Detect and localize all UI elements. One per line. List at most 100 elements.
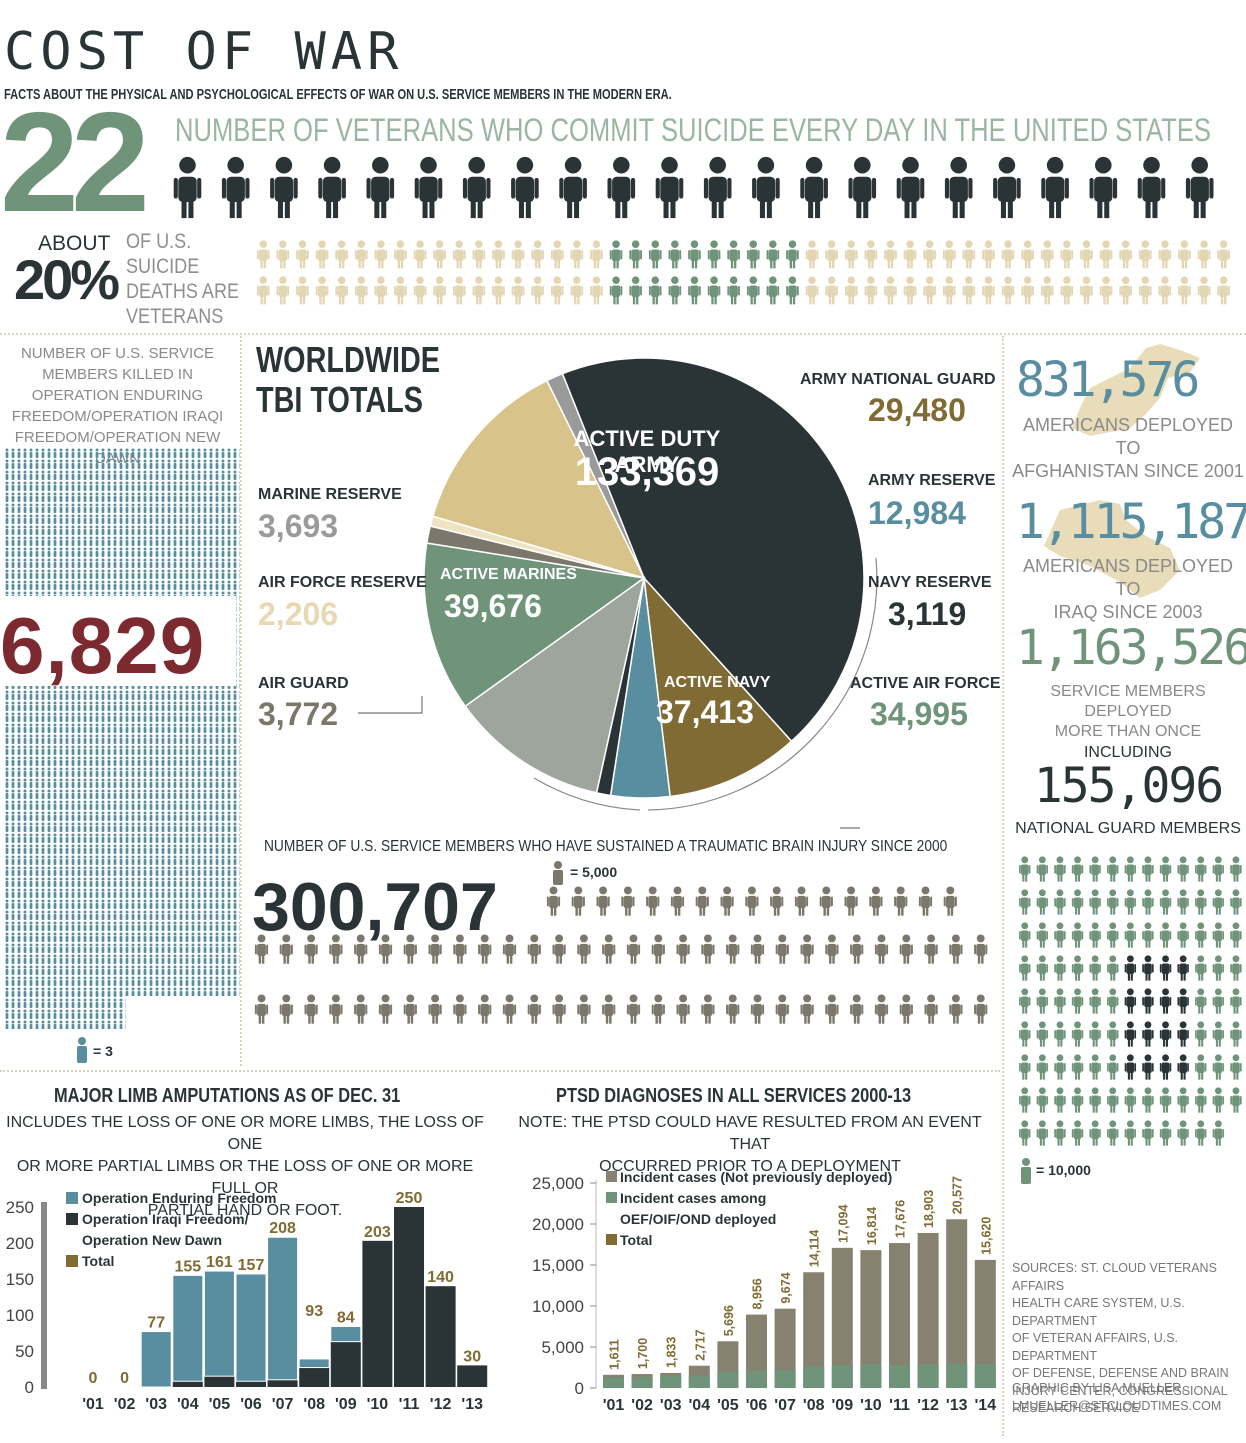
y-tick-label: 100 — [6, 1306, 34, 1325]
bar-total-label: 140 — [427, 1269, 454, 1286]
suicide-person-icon — [1137, 156, 1166, 219]
tbi-person-icon — [378, 994, 393, 1024]
killed-total-backdrop — [0, 596, 236, 686]
suicide-desc-2: SUICIDE — [126, 255, 200, 278]
deployed-person-icon — [1230, 922, 1242, 948]
pie-slice — [431, 379, 646, 580]
amputation-note: INCLUDES THE LOSS OF ONE OR MORE LIMBS, … — [6, 1114, 484, 1219]
bar-oif — [362, 1240, 393, 1387]
deployed-person-icon — [1019, 889, 1031, 915]
deployed-person-icon — [1230, 889, 1242, 915]
veteran-person-icon — [374, 240, 388, 269]
deployed-person-icon — [1054, 1054, 1066, 1080]
veteran-person-icon — [746, 276, 760, 305]
deployed-person-icon — [1054, 1087, 1066, 1113]
x-tick-label: '14 — [974, 1397, 996, 1414]
suicide-number: 22 — [0, 83, 150, 242]
deployed-person-icon — [1107, 922, 1119, 948]
veteran-person-icon — [335, 276, 348, 305]
x-tick-label: '13 — [461, 1396, 483, 1413]
bar-total-label: 203 — [364, 1224, 391, 1241]
deployed-person-icon — [1071, 1021, 1084, 1047]
veteran-person-icon — [805, 276, 819, 305]
veteran-person-icon — [1178, 276, 1191, 305]
x-tick-label: '05 — [209, 1396, 231, 1413]
deployed-person-icon — [1142, 922, 1154, 948]
veteran-person-icon — [1138, 240, 1152, 269]
deployed-person-icon — [1124, 1087, 1137, 1113]
y-tick-label: 20,000 — [532, 1215, 584, 1234]
veteran-person-icon — [942, 276, 956, 305]
veteran-person-icon — [511, 240, 525, 269]
y-tick-label: 15,000 — [532, 1256, 584, 1275]
tbi-person-icon — [602, 994, 616, 1024]
tbi-person-icon — [304, 934, 318, 964]
deployed-person-icon — [1124, 1120, 1137, 1146]
pie-value-areserve: 12,984 — [868, 495, 966, 531]
bar-total-label: 9,674 — [779, 1272, 793, 1303]
tbi-person-icon — [254, 994, 269, 1024]
veteran-person-icon — [256, 276, 270, 305]
veteran-person-icon — [688, 240, 701, 269]
deployed-person-icon — [1036, 988, 1049, 1014]
deployed-person-icon — [1212, 1021, 1225, 1047]
bar-total-label: 18,903 — [922, 1190, 936, 1228]
including-label: INCLUDING — [1083, 744, 1172, 761]
tbi-person-icon — [924, 934, 938, 964]
suicide-person-icon — [607, 156, 636, 219]
bar-oef — [330, 1326, 362, 1343]
tbi-person-icon — [502, 934, 517, 964]
bar-deployed — [717, 1371, 739, 1388]
suicide-person-icon — [318, 156, 346, 219]
suicide-person-icon — [366, 156, 395, 219]
iraq-deployed-label: AMERICANS DEPLOYED TO IRAQ SINCE 2003 — [1022, 556, 1234, 622]
veteran-person-icon — [1119, 240, 1132, 269]
credit: GRAPHIC BY LISA MUELLER, LMUELLER@STCLOU… — [1012, 1381, 1222, 1413]
x-tick-label: '11 — [399, 1396, 420, 1413]
tbi-person-icon — [775, 994, 789, 1024]
bar-deployed — [946, 1363, 968, 1388]
bar-oef — [172, 1274, 204, 1382]
tbi-person-icon — [651, 934, 665, 964]
deployed-person-icon — [1019, 1120, 1031, 1146]
sources: SOURCES: ST. CLOUD VETERANS AFFAIRS HEAL… — [1012, 1261, 1229, 1415]
veteran-person-icon — [923, 276, 936, 305]
veteran-person-icon — [354, 240, 368, 269]
x-tick-label: '07 — [774, 1397, 796, 1414]
legend-label: Total — [620, 1232, 652, 1248]
veteran-person-icon — [942, 240, 956, 269]
deployed-person-icon — [1107, 856, 1119, 882]
legend-label: Operation Enduring Freedom — [82, 1190, 276, 1206]
veteran-person-icon — [276, 276, 290, 305]
tbi-person-icon — [279, 934, 293, 964]
deployed-person-icon — [1177, 856, 1189, 882]
tbi-person-icon — [577, 994, 591, 1024]
x-tick-label: '05 — [717, 1397, 739, 1414]
divider-bottom — [0, 1070, 1000, 1072]
deployed-person-icon — [1071, 1087, 1084, 1113]
deployed-person-icon — [1159, 856, 1172, 882]
deployed-person-icon — [1124, 988, 1137, 1014]
veteran-person-icon — [550, 276, 564, 305]
deployed-person-icon — [1089, 1054, 1101, 1080]
deployed-person-icon — [1107, 955, 1119, 981]
bar-total-label: 1,611 — [608, 1339, 622, 1370]
bar-oif — [204, 1376, 235, 1387]
pie-label-areserve: ARMY RESERVE — [868, 472, 996, 489]
tbi-person-icon — [354, 994, 368, 1024]
x-tick-label: '12 — [430, 1396, 452, 1413]
veteran-person-icon — [609, 276, 623, 305]
veteran-person-icon — [688, 276, 701, 305]
deployed-person-icon — [1177, 1087, 1189, 1113]
bar-not-deployed — [831, 1247, 853, 1388]
veteran-person-icon — [433, 240, 446, 269]
veteran-person-icon — [903, 276, 917, 305]
deployed-person-icon — [1054, 856, 1066, 882]
bar-not-deployed — [774, 1308, 796, 1388]
suicide-desc-4: VETERANS — [126, 305, 224, 328]
suicide-person-icon — [944, 156, 973, 219]
veteran-person-icon — [1001, 240, 1015, 269]
x-tick-label: '06 — [240, 1396, 262, 1413]
suicide-person-icon — [896, 156, 925, 219]
x-tick-label: '08 — [303, 1396, 325, 1413]
